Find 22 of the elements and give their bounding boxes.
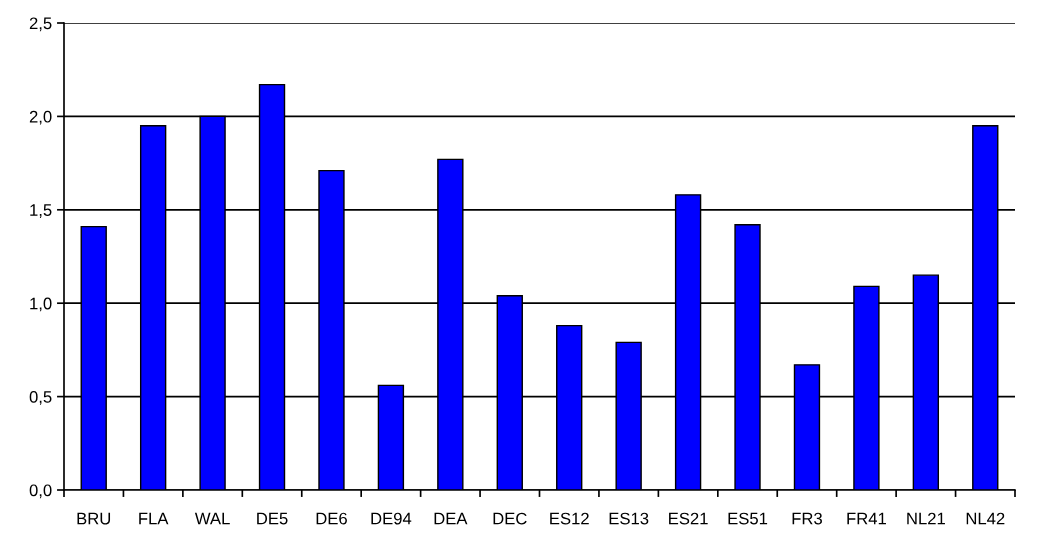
- x-tick-label: FR41: [847, 512, 886, 525]
- x-tick-label: WAL: [194, 512, 230, 525]
- x-tick-label: FLA: [139, 512, 169, 525]
- x-tick-label: BRU: [77, 512, 111, 525]
- y-tick-label: 1,0: [30, 297, 52, 312]
- x-tick-label: ES12: [550, 512, 589, 525]
- x-tick-label: ES51: [728, 512, 768, 525]
- x-tick-label: DE6: [316, 512, 347, 525]
- y-tick-label: 1,5: [30, 204, 52, 218]
- x-tick-label: ES13: [609, 512, 649, 525]
- x-tick-label: NL21: [907, 512, 945, 525]
- x-tick-label: FR3: [792, 512, 822, 525]
- y-tick-label: 0,0: [29, 484, 52, 499]
- y-tick-label: 0,5: [29, 391, 52, 405]
- y-tick-label: 2,0: [29, 110, 52, 125]
- y-tick-label: 2,5: [29, 17, 52, 32]
- x-tick-label: DEC: [493, 512, 527, 525]
- x-tick-label: DEA: [434, 512, 468, 525]
- x-tick-label: NL42: [966, 512, 1005, 525]
- x-tick-label: ES21: [669, 512, 708, 525]
- x-tick-label: DE94: [371, 512, 412, 525]
- x-tick-label: DE5: [257, 512, 288, 525]
